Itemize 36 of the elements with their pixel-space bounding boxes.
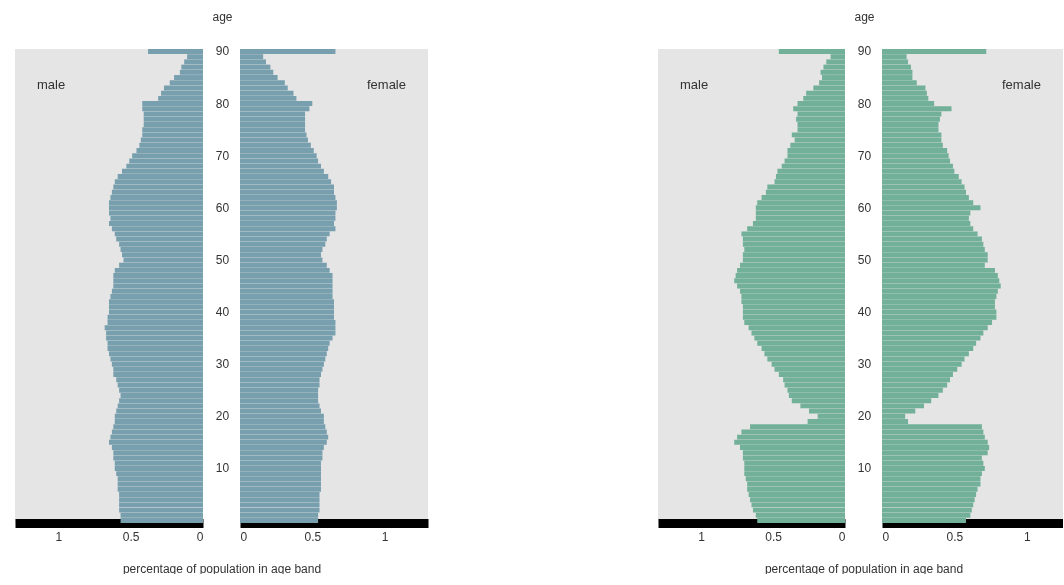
x-tick-label: 0 <box>882 529 890 544</box>
y-tick-label: 50 <box>857 252 872 267</box>
y-tick-label: 90 <box>857 44 872 59</box>
x-tick-label: 1 <box>1023 529 1031 544</box>
y-tick-label: 80 <box>857 96 872 111</box>
x-tick-label: 0 <box>196 529 204 544</box>
y-tick-label: 60 <box>215 200 230 215</box>
y-tick-label: 50 <box>215 252 230 267</box>
x-tick-label: 0.5 <box>765 529 783 544</box>
y-tick-label: 20 <box>215 409 230 424</box>
text: male <box>680 77 709 92</box>
text: male <box>37 77 66 92</box>
text: female <box>1001 77 1041 92</box>
text: female <box>366 77 406 92</box>
y-tick-label: 70 <box>215 148 230 163</box>
y-tick-label: 60 <box>857 200 872 215</box>
x-tick-label: 1 <box>698 529 706 544</box>
x-tick-label: 0.5 <box>122 529 140 544</box>
x-tick-label: 0.5 <box>946 529 964 544</box>
x-tick-label: 0 <box>838 529 846 544</box>
y-tick-label: 70 <box>857 148 872 163</box>
x-tick-label: 1 <box>55 529 63 544</box>
y-axis-title: age <box>212 9 233 24</box>
y-tick-label: 30 <box>857 357 872 372</box>
y-tick-label: 90 <box>215 44 230 59</box>
y-tick-label: 30 <box>215 357 230 372</box>
x-tick-label: 0.5 <box>304 529 322 544</box>
y-tick-label: 20 <box>857 409 872 424</box>
x-tick-label: 1 <box>381 529 389 544</box>
y-tick-label: 40 <box>857 305 872 320</box>
y-tick-label: 80 <box>215 96 230 111</box>
y-axis-title: age <box>854 9 875 24</box>
x-tick-label: 0 <box>240 529 248 544</box>
y-tick-label: 40 <box>215 305 230 320</box>
y-tick-label: 10 <box>857 461 872 476</box>
y-tick-label: 10 <box>215 461 230 476</box>
